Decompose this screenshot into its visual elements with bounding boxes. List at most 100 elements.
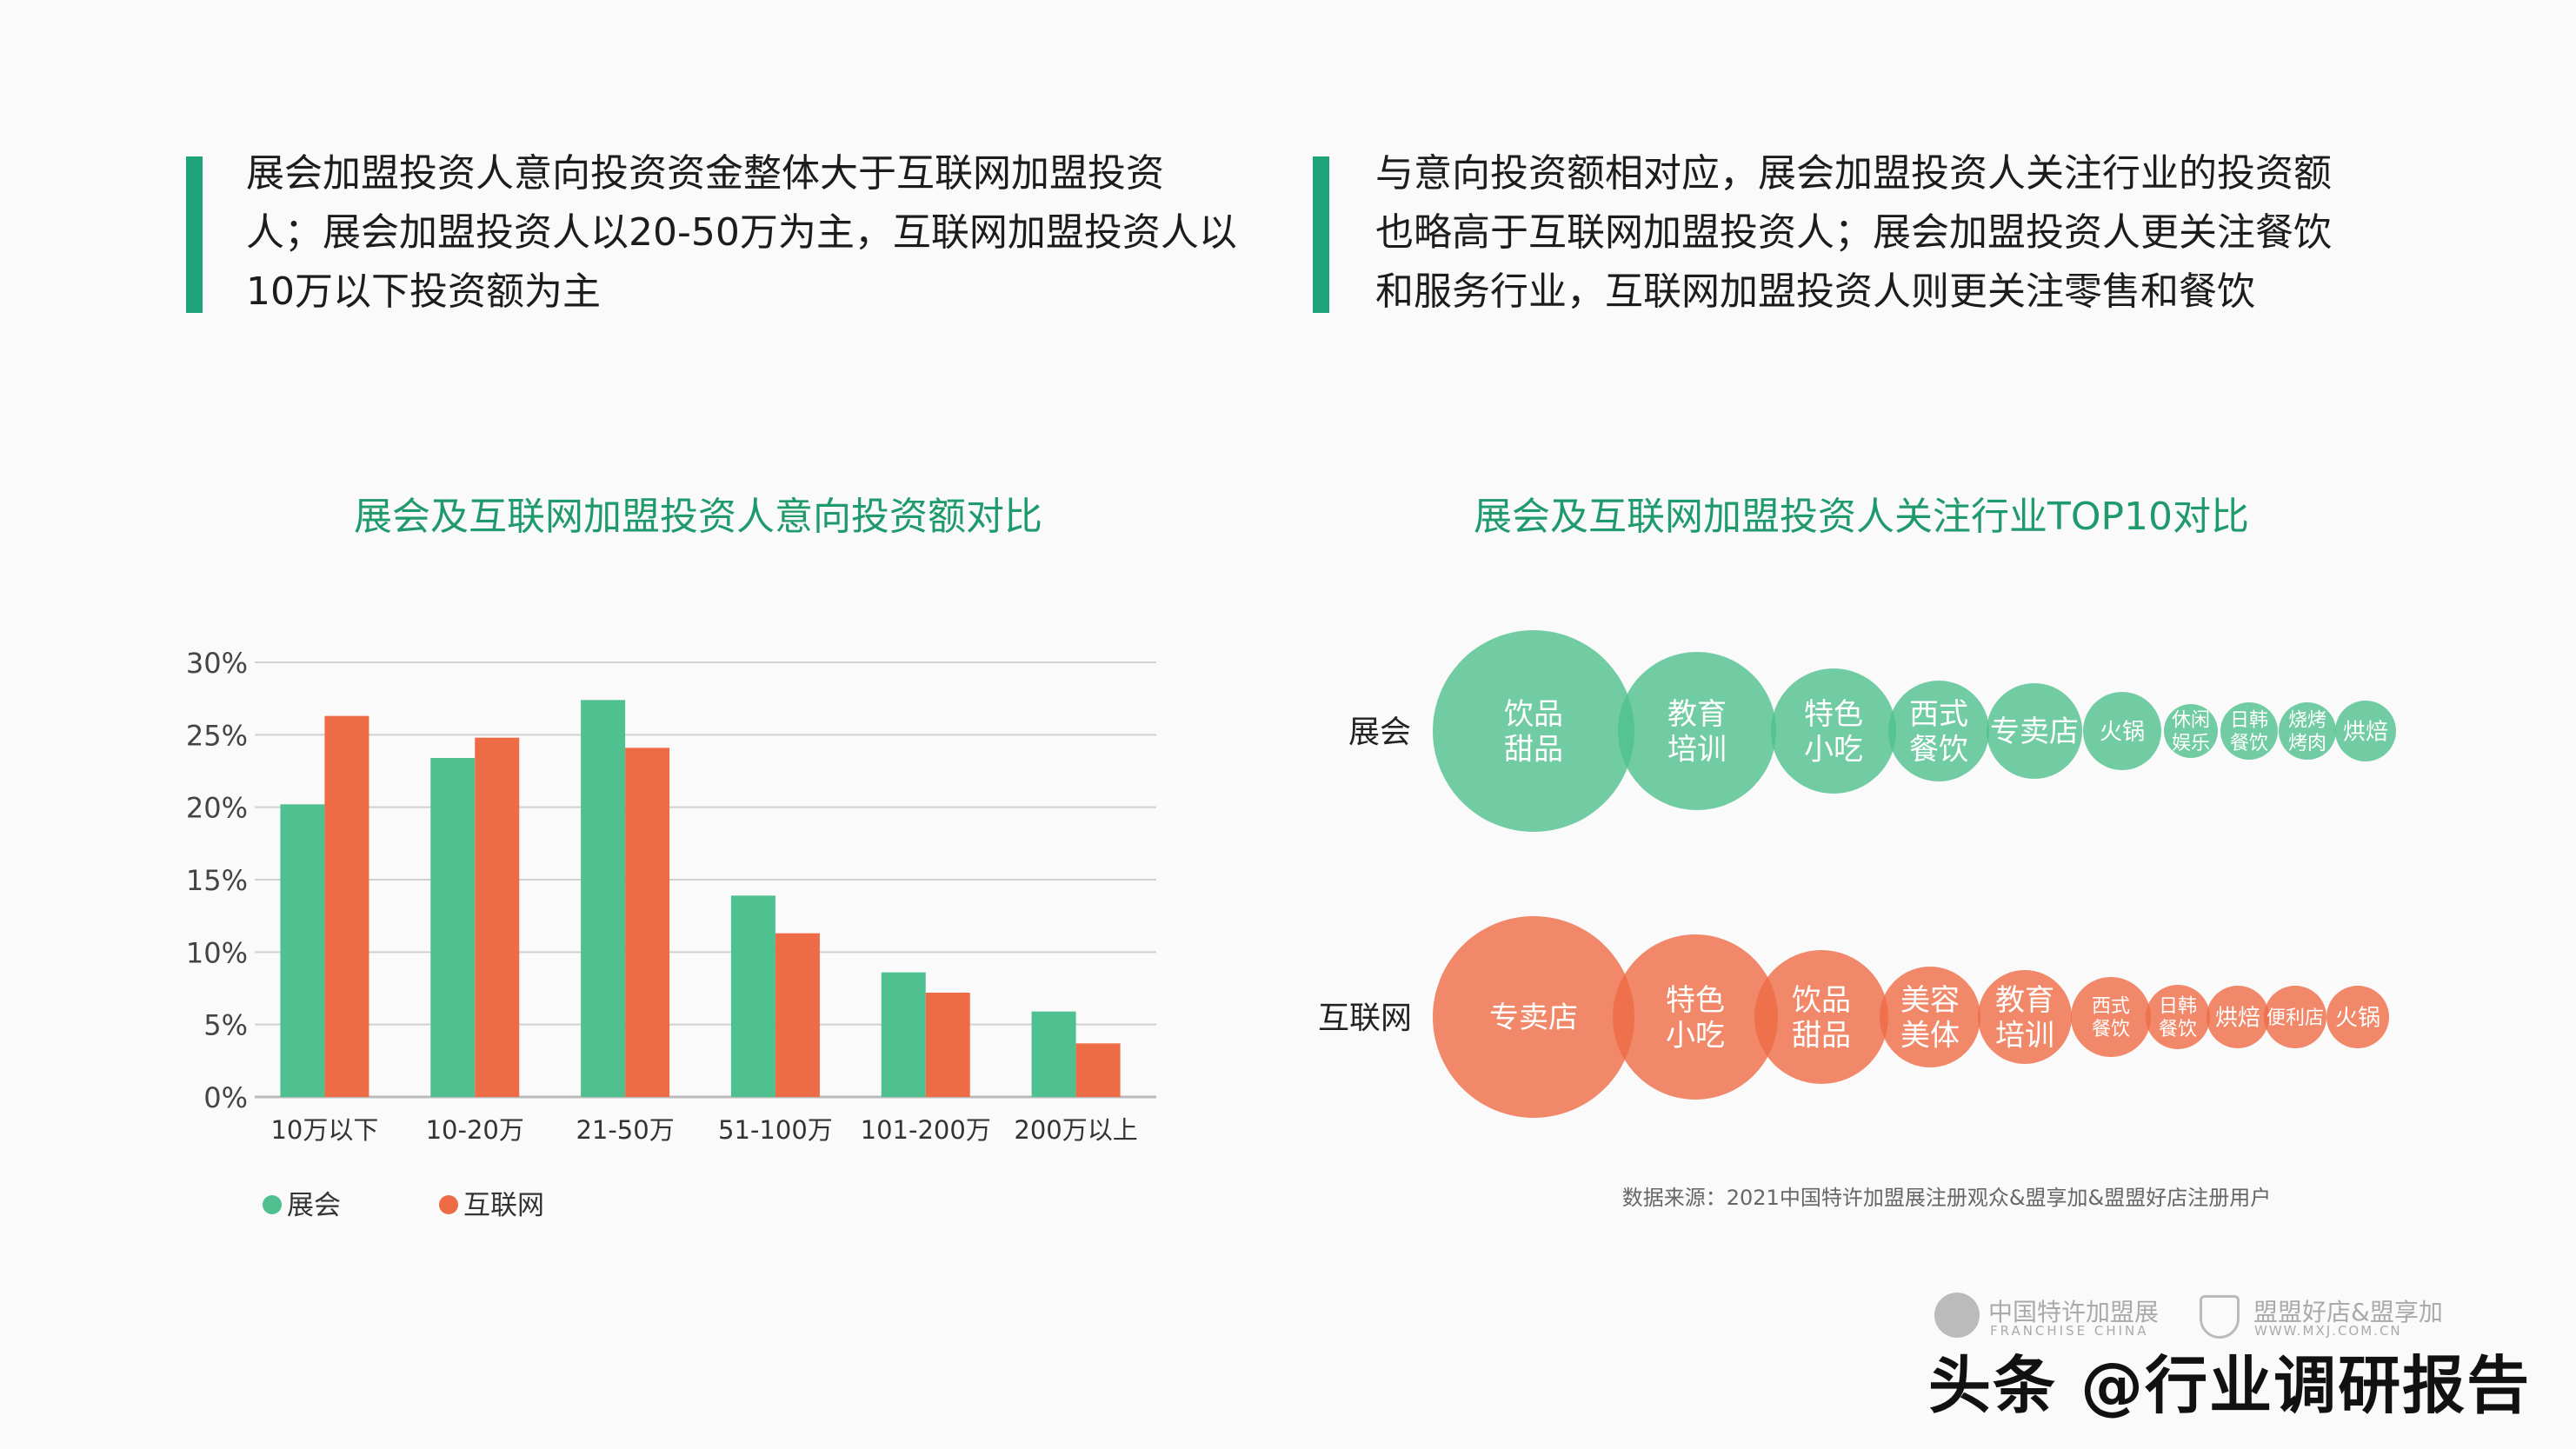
industry-bubble	[2071, 977, 2151, 1057]
industry-bubble	[1613, 934, 1778, 1100]
accent-bar-right	[1313, 156, 1329, 313]
summary-line: 展会加盟投资人意向投资资金整体大于互联网加盟投资	[246, 151, 1164, 196]
bar-internet	[1075, 1043, 1121, 1097]
bubble-label: 烘焙	[2343, 719, 2388, 745]
x-tick-label: 10-20万	[426, 1115, 524, 1145]
watermark: 头条 @行业调研报告	[1928, 1349, 2532, 1422]
franchise-china-logo-en: FRANCHISE CHINA	[1990, 1323, 2149, 1339]
y-tick-label: 25%	[186, 719, 248, 752]
industry-bubble	[1880, 967, 1980, 1067]
bubble-label: 餐饮	[2092, 1019, 2130, 1040]
row-label: 互联网	[1318, 1000, 1412, 1036]
bubble-label: 餐饮	[2230, 733, 2268, 754]
industry-bubble	[1978, 970, 2072, 1064]
bar-exhibition	[280, 804, 325, 1097]
bubble-label: 教育	[1995, 983, 2054, 1018]
summary-line: 与意向投资额相对应，展会加盟投资人关注行业的投资额	[1375, 151, 2332, 196]
bubble-label: 娱乐	[2172, 733, 2210, 754]
industry-bubble	[1433, 630, 1634, 832]
bubble-label: 日韩	[2159, 996, 2197, 1018]
industry-bubble	[1754, 950, 1888, 1084]
bar-internet	[324, 715, 369, 1097]
bubble-label: 餐饮	[2159, 1019, 2197, 1040]
bubble-label: 专卖店	[1990, 715, 2079, 749]
summary-left: 展会加盟投资人意向投资资金整体大于互联网加盟投资 人；展会加盟投资人以20-50…	[246, 144, 1237, 322]
bubble-label: 教育	[1667, 697, 1727, 732]
bubble-label: 特色	[1804, 697, 1863, 732]
bubble-label: 西式	[2092, 996, 2130, 1018]
x-tick-label: 51-100万	[718, 1115, 833, 1145]
mxj-logo-en: WWW.MXJ.COM.CN	[2254, 1323, 2402, 1339]
x-tick-label: 101-200万	[861, 1115, 991, 1145]
industry-bubble	[2220, 702, 2278, 760]
bubble-label: 休闲	[2172, 710, 2210, 732]
bar-exhibition	[430, 758, 476, 1097]
data-source: 数据来源：2021中国特许加盟展注册观众&盟享加&盟盟好店注册用户	[1621, 1186, 2272, 1210]
summary-line: 人；展会加盟投资人以20-50万为主，互联网加盟投资人以	[246, 210, 1237, 255]
industry-bubble	[2326, 986, 2389, 1048]
legend-marker-exhibition	[263, 1195, 282, 1214]
industry-bubble	[2146, 985, 2210, 1049]
x-tick-label: 10万以下	[270, 1115, 378, 1145]
bubble-chart-title: 展会及互联网加盟投资人关注行业TOP10对比	[1473, 495, 2250, 539]
industry-bubble	[2164, 704, 2218, 758]
legend-label: 展会	[287, 1190, 341, 1221]
bubble-label: 烧烤	[2288, 710, 2326, 732]
bar-internet	[625, 748, 670, 1097]
bubble-label: 培训	[1667, 733, 1727, 768]
franchise-china-logo-icon	[1934, 1293, 1980, 1338]
y-tick-label: 0%	[203, 1081, 248, 1114]
industry-bubble	[1888, 681, 1989, 781]
bar-internet	[775, 933, 820, 1097]
industry-bubble	[1987, 683, 2082, 779]
industry-bubble	[2335, 701, 2396, 761]
accent-bar-left	[186, 156, 203, 313]
bar-chart-title: 展会及互联网加盟投资人意向投资额对比	[354, 495, 1042, 539]
bar-exhibition	[881, 972, 926, 1097]
industry-bubble	[1771, 668, 1896, 794]
mxj-logo-text: 盟盟好店&盟享加	[2253, 1298, 2443, 1326]
bubble-label: 甜品	[1504, 733, 1563, 768]
summary-right: 与意向投资额相对应，展会加盟投资人关注行业的投资额 也略高于互联网加盟投资人；展…	[1375, 144, 2332, 322]
summary-line: 和服务行业，互联网加盟投资人则更关注零售和餐饮	[1375, 269, 2255, 314]
bubble-label: 甜品	[1792, 1019, 1851, 1054]
bubble-label: 美容	[1900, 983, 1960, 1018]
industry-bubble	[1433, 916, 1634, 1118]
summary-line: 10万以下投资额为主	[246, 269, 601, 314]
x-tick-label: 21-50万	[576, 1115, 674, 1145]
franchise-china-logo-text: 中国特许加盟展	[1988, 1298, 2160, 1326]
bubble-label: 西式	[1909, 697, 1968, 732]
bar-internet	[475, 737, 520, 1097]
bubble-label: 专卖店	[1489, 1000, 1578, 1035]
bar-chart: 0% 5% 10% 15% 20% 25% 30% 10万以下 10-20万 21-50万 51-1…	[186, 647, 1156, 1221]
bubble-label: 美体	[1900, 1019, 1960, 1054]
industry-bubble	[1618, 652, 1776, 810]
summary-line: 也略高于互联网加盟投资人；展会加盟投资人更关注餐饮	[1375, 210, 2332, 255]
y-tick-label: 20%	[186, 792, 248, 825]
bar-exhibition	[581, 700, 626, 1097]
bubble-label: 培训	[1995, 1019, 2054, 1054]
y-tick-label: 10%	[186, 936, 248, 969]
bubble-label: 火锅	[2335, 1005, 2380, 1031]
bubble-label: 日韩	[2230, 710, 2268, 732]
mxj-shield-icon	[2200, 1295, 2240, 1339]
bubble-label: 小吃	[1804, 733, 1863, 768]
legend-marker-internet	[439, 1195, 458, 1214]
bubble-label: 饮品	[1792, 983, 1851, 1018]
industry-bubble	[2264, 986, 2326, 1048]
legend-label: 互联网	[463, 1190, 544, 1221]
row-label: 展会	[1348, 715, 1411, 750]
bubble-label: 餐饮	[1909, 733, 1968, 768]
bubble-label: 烤肉	[2288, 733, 2326, 754]
bubble-label: 小吃	[1666, 1019, 1725, 1054]
bar-internet	[925, 993, 970, 1097]
bar-exhibition	[1031, 1011, 1076, 1097]
y-tick-label: 5%	[203, 1009, 248, 1042]
industry-bubble	[2279, 702, 2336, 760]
industry-bubble	[2083, 692, 2161, 770]
y-tick-label: 30%	[186, 647, 248, 680]
industry-bubble	[2207, 986, 2269, 1048]
bubble-label: 便利店	[2266, 1007, 2324, 1029]
bubble-label: 火锅	[2100, 719, 2145, 745]
